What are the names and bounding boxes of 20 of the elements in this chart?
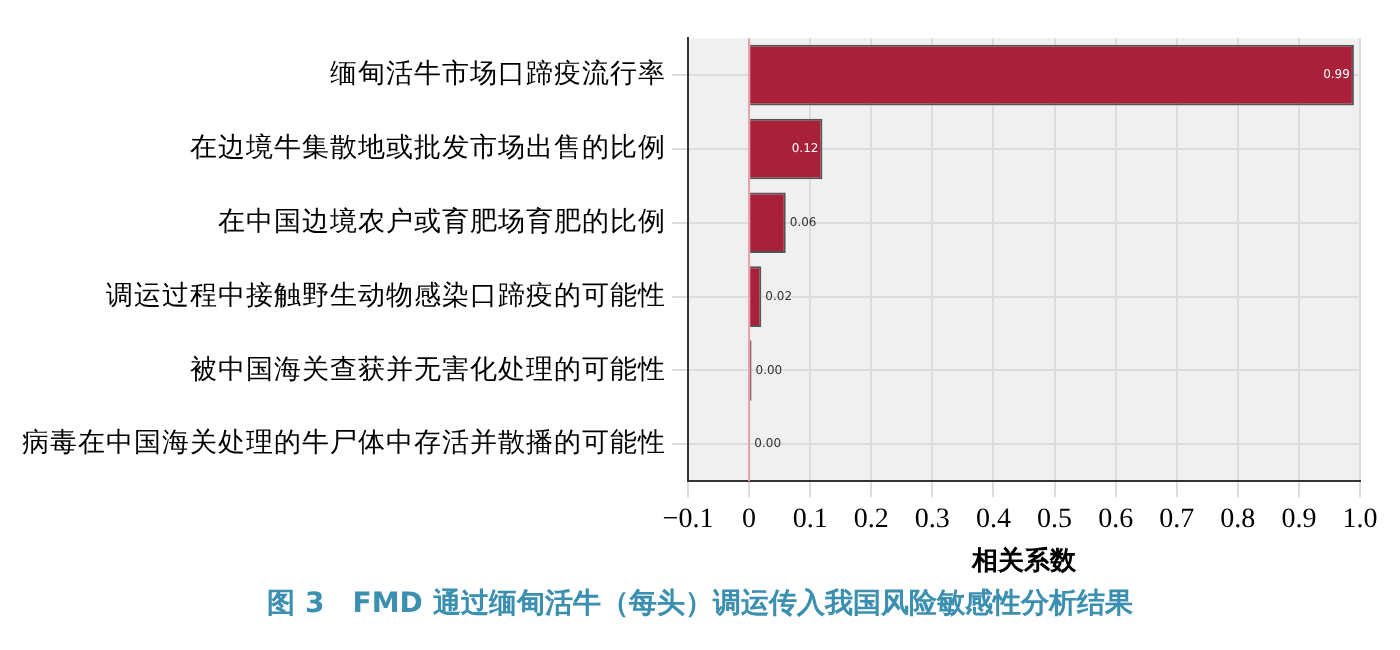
x-axis-title: 相关系数 bbox=[970, 545, 1078, 576]
x-tick-label: −0.1 bbox=[662, 505, 714, 536]
x-tick-label: 0.5 bbox=[1037, 505, 1073, 536]
y-tick-label: 病毒在中国海关处理的牛尸体中存活并散播的可能性 bbox=[22, 427, 666, 458]
x-tick-label: 0.3 bbox=[914, 505, 950, 536]
x-tick-label: 0.2 bbox=[853, 505, 889, 536]
x-tick-label: 0.1 bbox=[792, 505, 828, 536]
x-tick-label: 0 bbox=[742, 505, 757, 536]
y-tick-label: 被中国海关查获并无害化处理的可能性 bbox=[190, 353, 666, 384]
y-tick-label: 在中国边境农户或育肥场育肥的比例 bbox=[218, 203, 666, 236]
text: 图 3 FMD 通过缅甸活牛（每头）调运传入我国风险敏感性分析结果 bbox=[265, 586, 1135, 622]
y-tick-label: 缅甸活牛市场口蹄疫流行率 bbox=[330, 58, 666, 89]
y-tick-label: 在边境牛集散地或批发市场出售的比例 bbox=[190, 132, 666, 163]
x-tick-label: 0.6 bbox=[1098, 505, 1134, 536]
x-tick-label: 0.8 bbox=[1220, 505, 1256, 536]
x-tick-label: 0.7 bbox=[1159, 505, 1195, 536]
x-tick-label: 0.4 bbox=[975, 505, 1011, 536]
x-tick-label: 0.9 bbox=[1281, 505, 1317, 536]
y-tick-label: 调运过程中接触野生动物感染口蹄疫的可能性 bbox=[106, 279, 666, 310]
x-tick-label: 1.0 bbox=[1342, 505, 1378, 536]
